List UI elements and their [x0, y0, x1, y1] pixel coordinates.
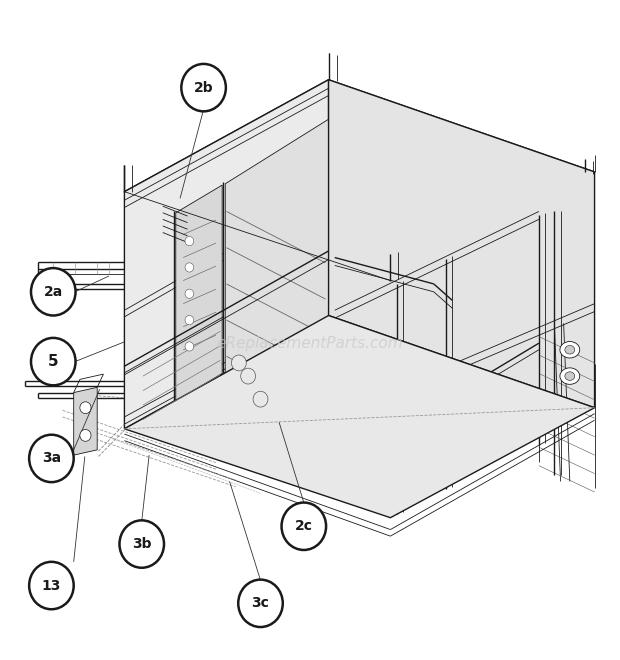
Polygon shape [74, 387, 97, 455]
Ellipse shape [560, 368, 580, 384]
Polygon shape [125, 80, 595, 280]
Ellipse shape [565, 345, 575, 354]
Text: 3b: 3b [132, 537, 151, 551]
Polygon shape [125, 80, 329, 429]
Polygon shape [175, 185, 222, 401]
Circle shape [281, 502, 326, 550]
Circle shape [31, 268, 76, 315]
Polygon shape [329, 80, 595, 408]
Circle shape [29, 562, 74, 609]
Circle shape [29, 435, 74, 482]
Polygon shape [125, 315, 595, 517]
Circle shape [231, 355, 246, 371]
Circle shape [185, 263, 193, 272]
Text: 13: 13 [42, 579, 61, 593]
Polygon shape [225, 119, 329, 383]
Circle shape [31, 338, 76, 385]
Circle shape [185, 236, 193, 246]
Text: 2b: 2b [194, 81, 213, 94]
Circle shape [185, 315, 193, 325]
Text: eReplacementParts.com: eReplacementParts.com [216, 336, 404, 350]
Circle shape [241, 368, 255, 384]
Circle shape [185, 342, 193, 351]
Circle shape [80, 430, 91, 442]
Text: 3c: 3c [252, 597, 270, 610]
Circle shape [80, 402, 91, 414]
Ellipse shape [565, 372, 575, 380]
Ellipse shape [560, 341, 580, 358]
Text: 2c: 2c [295, 519, 313, 533]
Text: 2a: 2a [43, 285, 63, 299]
Circle shape [238, 579, 283, 627]
Circle shape [181, 64, 226, 112]
Text: 3a: 3a [42, 451, 61, 465]
Text: 5: 5 [48, 354, 58, 369]
Circle shape [253, 391, 268, 407]
Circle shape [120, 520, 164, 568]
Circle shape [185, 289, 193, 298]
